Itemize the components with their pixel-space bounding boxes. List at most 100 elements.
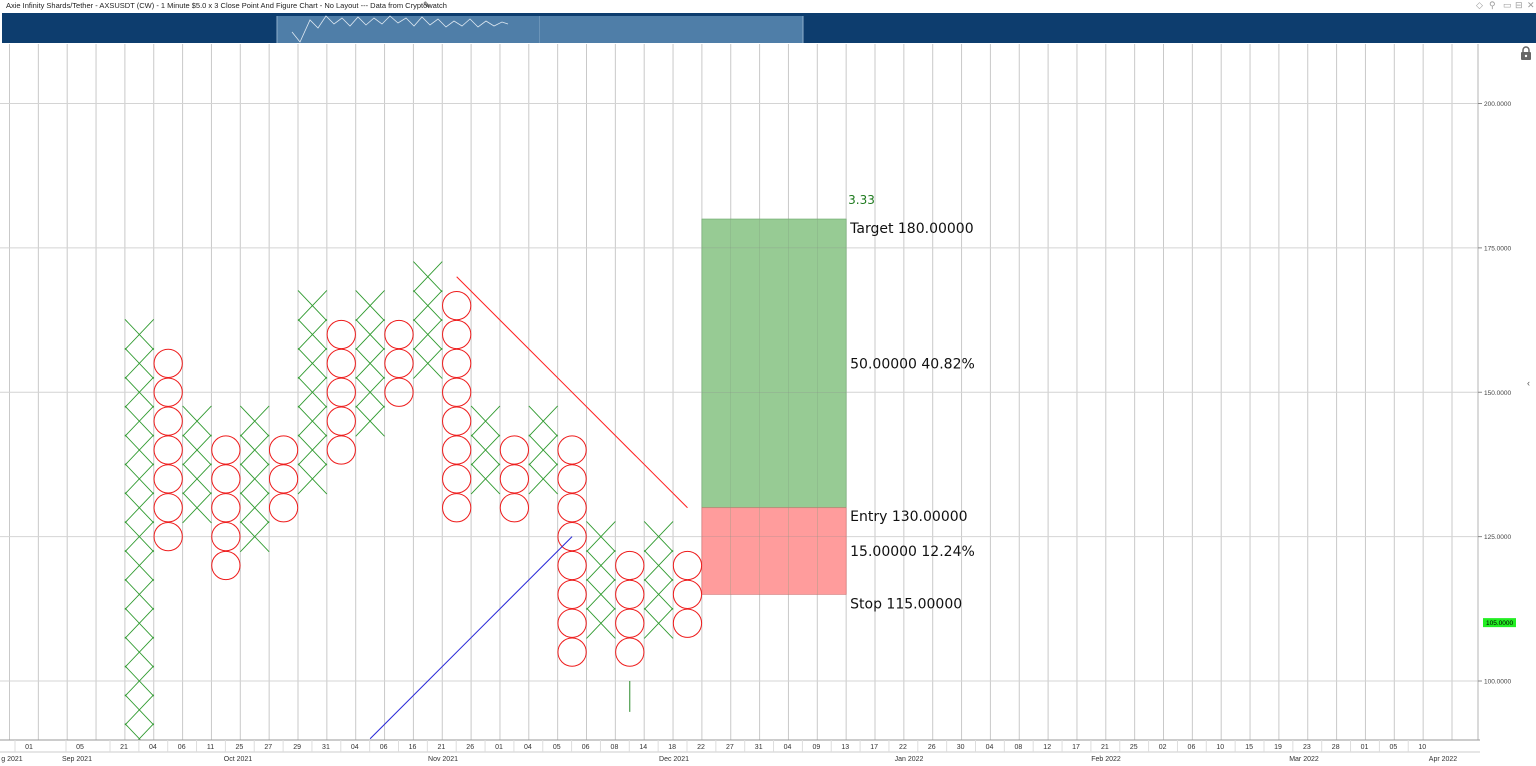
close-icon[interactable]: ✕ [1527,0,1535,10]
collapse-icon[interactable]: ‹ [1527,378,1530,388]
o-box [615,608,645,638]
navigator-window[interactable] [277,16,803,43]
x-stroke [124,318,155,351]
o-box [442,464,472,494]
o-box [442,406,472,436]
date-tick-label: 04 [524,744,532,751]
x-box [413,261,443,293]
x-stroke [297,347,328,379]
resistance-trendline[interactable] [456,276,688,509]
entry-label: Entry 130.00000 [850,509,967,525]
x-stroke [239,463,270,495]
date-tick-label: 05 [553,744,561,751]
price-tick-label: 175.0000 [1484,245,1511,252]
x-stroke [586,521,616,553]
x-box [124,521,155,553]
x-stroke [586,607,616,639]
x-stroke [643,607,674,639]
x-stroke [355,405,385,437]
x-box [297,405,328,437]
trendlines[interactable] [369,276,688,740]
x-stroke [124,492,155,524]
x-box [470,463,501,495]
risk-zone[interactable] [701,507,847,595]
o-box [557,464,587,494]
x-stroke [124,405,155,437]
x-box [355,347,385,379]
x-box [124,665,155,697]
date-tick-label: 01 [25,744,33,751]
date-tick-label: 04 [784,744,792,751]
diamond-icon[interactable]: ◇ [1476,0,1483,10]
o-box [153,406,183,436]
date-tick-label: 06 [380,744,388,751]
price-tick-label: 200.0000 [1484,101,1511,108]
date-tick-label: 19 [1274,744,1282,751]
o-box [442,493,472,523]
x-stroke [470,434,501,466]
o-box [557,521,587,552]
o-box [442,435,472,465]
x-stroke [586,549,616,582]
x-box [182,492,212,524]
pin-icon[interactable]: ⚲ [1489,0,1496,10]
x-stroke [124,376,155,408]
lock-icon[interactable] [1520,46,1532,60]
date-tick-label: 10 [1418,744,1426,751]
x-box [124,376,155,408]
reward-zone[interactable] [701,218,847,509]
x-stroke [355,318,385,351]
date-tick-label: 21 [1101,744,1109,751]
o-box [557,435,587,465]
x-box [528,463,558,495]
chart-title: Axie Infinity Shards/Tether - AXSUSDT (C… [6,1,447,10]
date-tick-label: 06 [1188,744,1196,751]
x-box [643,521,674,553]
o-box [499,493,530,523]
risk-reward-labels: 3.33 Target 180.00000 50.00000 40.82% Entry… [848,193,975,612]
risk-reward-tool[interactable] [701,218,847,595]
pencil-icon[interactable]: ✎ [423,0,431,10]
x-stroke [124,607,155,639]
x-stroke [413,318,443,351]
date-tick-label: 21 [437,744,445,751]
axes: 100.0000 125.0000 150.0000 175.0000 200.0000… [0,44,1516,766]
x-stroke [239,521,270,553]
date-tick-label: 29 [293,744,301,751]
o-box [268,464,299,494]
x-box [124,318,155,351]
o-box [557,493,587,523]
o-box [557,637,587,667]
o-box [442,319,472,350]
navigator-sparkline [276,15,804,43]
o-box [211,521,241,552]
x-box [586,607,616,639]
o-box [153,521,183,552]
restore-icon[interactable]: ▭ [1503,0,1512,10]
x-box [355,318,385,351]
o-box [672,579,703,610]
navigator-sparkline-path [291,15,509,43]
date-tick-label: 28 [1332,744,1340,751]
last-price-badge [1483,618,1516,628]
o-box [499,435,530,465]
x-box [413,318,443,351]
o-box [442,290,472,321]
x-stroke [182,463,212,495]
o-box [211,493,241,523]
risk-label: 15.00000 12.24% [850,544,975,560]
x-box [124,463,155,495]
support-trendline[interactable] [369,536,573,740]
o-box [153,377,183,407]
date-tick-label: 22 [697,744,705,751]
date-tick-label: 04 [986,744,994,751]
x-box [355,290,385,322]
x-stroke [297,318,328,351]
date-tick-label: 26 [928,744,936,751]
x-box [355,405,385,437]
o-box [326,435,356,465]
minimize-icon[interactable]: ⊟ [1515,0,1523,10]
date-tick-label: 27 [726,744,734,751]
o-box [268,435,299,465]
